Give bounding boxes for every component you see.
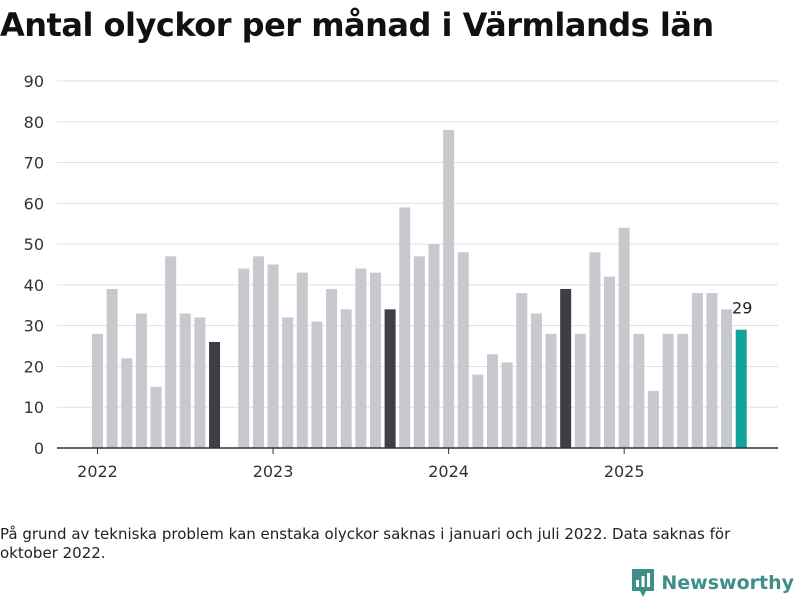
bar-2025-04 xyxy=(662,333,674,448)
bar-2023-07 xyxy=(355,268,367,448)
bar-2023-09 xyxy=(384,309,396,448)
bar-2024-12 xyxy=(604,276,616,448)
y-tick-label: 70 xyxy=(24,154,44,173)
bar-2025-02 xyxy=(633,333,645,448)
bar-2025-08 xyxy=(721,309,733,448)
bar-2023-01 xyxy=(267,264,279,448)
bar-2022-01 xyxy=(92,333,103,448)
y-tick-label: 40 xyxy=(24,276,44,295)
bar-2025-09 xyxy=(735,329,747,448)
y-tick-label: 0 xyxy=(34,439,44,458)
bar-2024-05 xyxy=(501,362,513,448)
bar-2023-03 xyxy=(296,272,308,448)
bar-chart: 0 10 20 30 40 50 60 70 80 90 2022 2023 2024 2025 29 xyxy=(24,72,778,481)
bar-2023-04 xyxy=(311,321,323,448)
bar-2023-02 xyxy=(282,317,294,448)
newsworthy-logo-icon xyxy=(632,569,655,597)
bar-2024-07 xyxy=(530,313,542,448)
bar-2022-09 xyxy=(209,341,221,448)
x-tick-label: 2025 xyxy=(604,462,645,481)
brand-logo: Newsworthy xyxy=(631,568,794,598)
y-tick-label: 50 xyxy=(24,235,44,254)
bar-2023-08 xyxy=(369,272,381,448)
bar-2025-06 xyxy=(691,293,703,448)
bar-2023-05 xyxy=(326,288,338,448)
bar-2023-11 xyxy=(413,256,425,448)
bar-2024-02 xyxy=(457,252,469,448)
bar-2022-06 xyxy=(165,256,177,448)
bar-2024-01 xyxy=(443,129,455,448)
bar-2024-10 xyxy=(574,333,586,448)
bar-2024-06 xyxy=(516,293,528,448)
bar-2022-05 xyxy=(150,386,162,448)
y-tick-label: 60 xyxy=(24,194,44,213)
footnote: På grund av tekniska problem kan enstaka… xyxy=(0,525,731,562)
bar-2022-02 xyxy=(106,288,118,448)
y-tick-label: 10 xyxy=(24,398,44,417)
data-label-latest: 29 xyxy=(732,299,752,318)
y-tick-label: 80 xyxy=(24,113,44,132)
bar-2025-05 xyxy=(677,333,689,448)
x-tick-label: 2022 xyxy=(77,462,118,481)
bar-2024-08 xyxy=(545,333,557,448)
bar-2022-03 xyxy=(121,358,133,448)
bar-2025-01 xyxy=(618,227,630,448)
bar-2025-03 xyxy=(647,390,659,448)
bar-2023-12 xyxy=(428,244,440,448)
bar-2024-11 xyxy=(589,252,601,448)
bar-2022-04 xyxy=(135,313,147,448)
bar-2022-12 xyxy=(252,256,264,448)
bar-2024-03 xyxy=(472,374,484,448)
brand-name: Newsworthy xyxy=(661,572,794,594)
bar-2024-04 xyxy=(487,354,499,448)
bar-2022-11 xyxy=(238,268,250,448)
bar-2025-07 xyxy=(706,293,718,448)
bar-2023-10 xyxy=(399,207,411,448)
bar-2024-09 xyxy=(560,288,572,448)
bar-2023-06 xyxy=(340,309,352,448)
y-tick-label: 20 xyxy=(24,357,44,376)
bar-2022-08 xyxy=(194,317,206,448)
x-tick-label: 2024 xyxy=(428,462,469,481)
y-tick-label: 30 xyxy=(24,317,44,336)
chart-title: Antal olyckor per månad i Värmlands län xyxy=(0,6,714,44)
y-tick-label: 90 xyxy=(24,72,44,91)
bar-2022-07 xyxy=(179,313,191,448)
x-tick-label: 2023 xyxy=(253,462,294,481)
